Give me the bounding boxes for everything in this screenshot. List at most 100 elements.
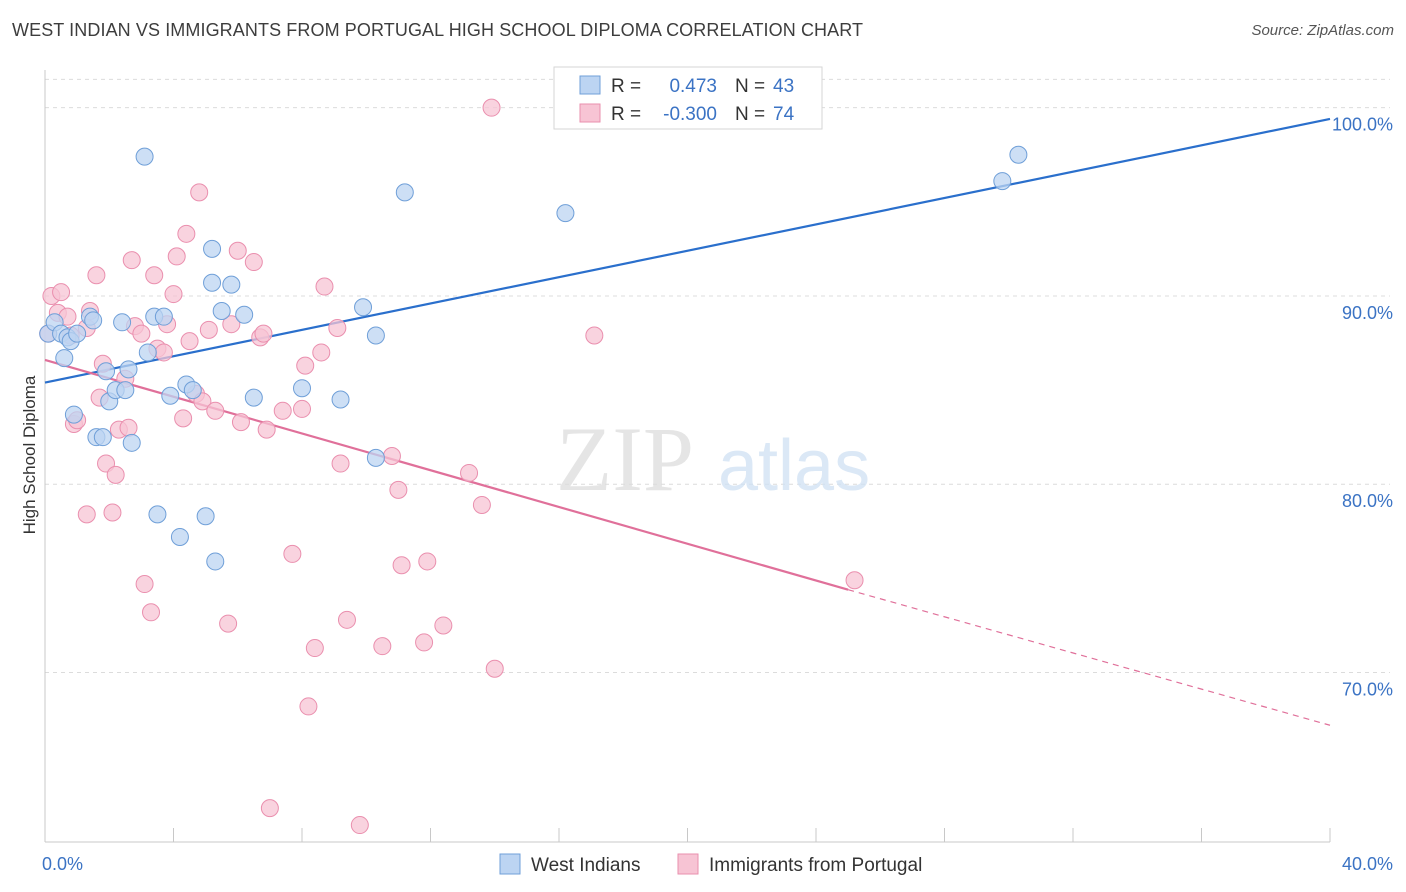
point-portugal [283,544,302,563]
point-west-indians [68,324,87,343]
point-portugal [135,575,154,594]
legend-r-value-1: 0.473 [669,76,717,97]
axes [44,70,1331,843]
point-portugal [87,266,106,285]
legend-bottom-label-portugal: Immigrants from Portugal [709,855,922,876]
point-portugal [415,633,434,652]
point-portugal [299,697,318,716]
point-west-indians [116,381,135,400]
point-west-indians [993,172,1012,191]
point-portugal [122,251,141,270]
point-portugal [328,318,347,337]
point-portugal [389,480,408,499]
point-west-indians [183,381,202,400]
point-portugal [228,241,247,260]
trend-line-extension-portugal [847,589,1331,726]
point-west-indians [366,326,385,345]
point-west-indians [203,239,222,258]
point-portugal [103,503,122,522]
point-west-indians [93,428,112,447]
data-points [39,98,1028,835]
point-portugal [845,571,864,590]
point-portugal [392,556,411,575]
point-west-indians [97,362,116,381]
point-portugal [177,224,196,243]
point-west-indians [170,527,189,546]
point-portugal [106,465,125,484]
point-west-indians [1009,145,1028,164]
point-portugal [350,816,369,835]
legend-n-label-1: N = [735,76,765,97]
point-west-indians [212,302,231,321]
point-portugal [77,505,96,524]
y-tick-label: 100.0% [1332,115,1393,135]
point-portugal [180,332,199,351]
point-portugal [293,399,311,418]
point-west-indians [331,390,350,409]
y-tick-label: 70.0% [1342,680,1393,700]
legend-r-label-2: R = [611,104,641,125]
point-west-indians [556,204,575,223]
point-west-indians [64,405,83,424]
legend-stats: R = 0.473 N = 43 R = -0.300 N = 74 [553,66,823,130]
x-tick-label-min: 0.0% [42,854,83,874]
point-portugal [585,326,604,345]
point-portugal [312,343,331,362]
point-portugal [231,413,250,432]
grid-lines [45,78,1390,674]
point-portugal [315,277,334,296]
source-credit: Source: ZipAtlas.com [1251,22,1394,39]
legend-bottom-swatch-west-indians [499,853,521,875]
point-west-indians [113,313,132,332]
point-portugal [296,356,315,375]
watermark-zip: ZIP [556,408,694,510]
point-portugal [305,639,324,658]
point-west-indians [148,505,167,524]
point-west-indians [138,343,157,362]
point-west-indians [203,273,222,292]
legend-n-value-2: 74 [773,104,795,125]
point-portugal [145,266,164,285]
point-portugal [190,183,209,202]
y-tick-label: 90.0% [1342,303,1393,323]
legend-r-label-1: R = [611,76,641,97]
point-portugal [373,637,392,656]
point-west-indians [354,298,373,317]
legend-n-label-2: N = [735,104,765,125]
point-west-indians [244,388,263,407]
point-portugal [382,447,401,465]
legend-series: West Indians Immigrants from Portugal [499,853,922,876]
point-portugal [472,495,491,514]
point-west-indians [161,386,180,405]
legend-n-value-1: 43 [773,76,794,97]
point-west-indians [235,305,254,324]
point-portugal [219,614,238,633]
point-west-indians [196,507,215,526]
point-portugal [164,285,183,304]
point-west-indians [84,311,103,330]
point-west-indians [135,147,154,166]
point-west-indians [366,448,385,467]
point-portugal [260,799,279,818]
watermark-atlas: atlas [718,426,870,506]
point-portugal [418,552,437,571]
point-portugal [52,283,71,302]
legend-swatch-west-indians [579,75,601,95]
legend-swatch-portugal [579,103,601,123]
x-tick-label-max: 40.0% [1342,854,1393,874]
point-portugal [273,401,292,420]
point-west-indians [395,183,414,202]
legend-r-value-2: -0.300 [663,104,717,125]
point-west-indians [122,433,141,452]
point-west-indians [154,307,173,326]
point-portugal [132,324,151,343]
x-tick-labels: 0.0% 40.0% [42,854,1393,874]
point-portugal [254,324,273,343]
legend-bottom-label-west-indians: West Indians [531,855,640,876]
point-west-indians [119,360,138,379]
chart-title: WEST INDIAN VS IMMIGRANTS FROM PORTUGAL … [12,20,864,40]
point-portugal [199,320,218,339]
point-portugal [485,659,504,678]
point-portugal [167,247,186,266]
